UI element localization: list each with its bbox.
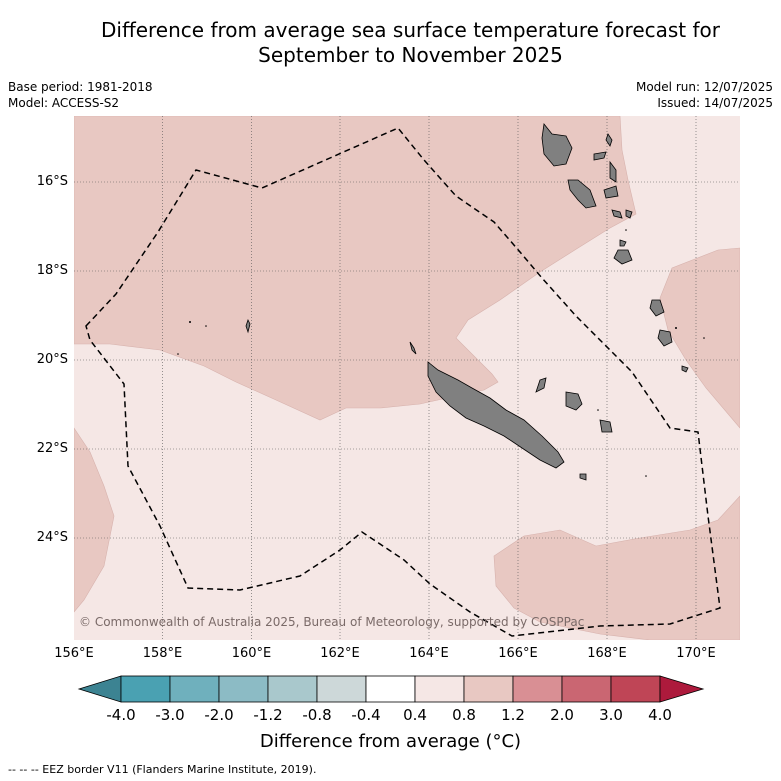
mare-island bbox=[599, 419, 613, 433]
lat-label-20s: 20°S bbox=[36, 352, 68, 367]
copyright-notice: © Commonwealth of Australia 2025, Bureau… bbox=[79, 615, 584, 629]
loyalty-east-island-3 bbox=[681, 365, 689, 373]
colorbar-segment bbox=[463, 675, 514, 703]
colorbar-under-arrow bbox=[77, 675, 122, 703]
vanuatu-island-2 bbox=[593, 151, 607, 161]
colorbar-segment bbox=[610, 675, 661, 703]
gridlines bbox=[74, 116, 740, 640]
anomaly-0-8-to-1-2-region-southwest bbox=[74, 427, 115, 613]
vanuatu-island-3 bbox=[605, 133, 613, 147]
colorbar-tick-label: 0.8 bbox=[452, 706, 476, 724]
colorbar-tick-label: -3.0 bbox=[155, 706, 185, 724]
vanuatu-island-5 bbox=[609, 160, 617, 183]
loyalty-east-island-2 bbox=[657, 329, 673, 347]
colorbar-tick-label: -0.4 bbox=[351, 706, 381, 724]
meta-left: Base period: 1981-2018 Model: ACCESS-S2 bbox=[8, 79, 153, 111]
colorbar-segment bbox=[561, 675, 612, 703]
colorbar-tick-label: 4.0 bbox=[648, 706, 672, 724]
land-masses bbox=[245, 123, 689, 481]
title-line-1: Difference from average sea surface temp… bbox=[100, 18, 720, 42]
colorbar-segment bbox=[316, 675, 367, 703]
lon-label-160e: 160°E bbox=[231, 646, 272, 661]
colorbar-segment bbox=[169, 675, 220, 703]
colorbar-segment bbox=[365, 675, 416, 703]
title-line-2: September to November 2025 bbox=[258, 43, 563, 67]
colorbar-title: Difference from average (°C) bbox=[259, 731, 522, 752]
colorbar-segment bbox=[414, 675, 465, 703]
eez-border bbox=[85, 127, 721, 637]
colorbar-segment bbox=[512, 675, 563, 703]
chart-title: Difference from average sea surface temp… bbox=[0, 18, 781, 68]
eez-footer-note: -- -- -- EEZ border V11 (Flanders Marine… bbox=[8, 763, 317, 776]
model-run: Model run: 12/07/2025 bbox=[635, 80, 773, 94]
ouvea-island bbox=[535, 377, 547, 393]
lat-label-16s: 16°S bbox=[36, 174, 68, 189]
lon-label-164e: 164°E bbox=[409, 646, 449, 661]
anomaly-0-8-to-1-2-region-north bbox=[74, 116, 637, 421]
lat-label-18s: 18°S bbox=[36, 263, 68, 278]
tanna-island bbox=[619, 239, 627, 247]
lon-label-156e: 156°E bbox=[54, 646, 94, 661]
chesterfield-islet bbox=[245, 318, 251, 334]
anomaly-0-8-to-1-2-region-east bbox=[659, 247, 740, 429]
issued-date: Issued: 14/07/2025 bbox=[657, 96, 773, 110]
model-name: Model: ACCESS-S2 bbox=[8, 96, 120, 110]
vanuatu-island-7 bbox=[611, 209, 623, 219]
lon-label-158e: 158°E bbox=[142, 646, 183, 661]
isle-of-pines bbox=[579, 473, 587, 481]
colorbar-segment bbox=[120, 675, 171, 703]
colorbar bbox=[77, 675, 705, 703]
lon-label-168e: 168°E bbox=[587, 646, 627, 661]
colorbar-tick-label: -1.2 bbox=[253, 706, 283, 724]
loyalty-east-island-1 bbox=[649, 299, 665, 317]
lon-label-170e: 170°E bbox=[676, 646, 716, 661]
small-islets bbox=[177, 229, 705, 477]
erromango-island bbox=[613, 249, 633, 265]
lat-label-24s: 24°S bbox=[36, 530, 68, 545]
colorbar-tick-label: 2.0 bbox=[550, 706, 574, 724]
grande-terre-island bbox=[427, 361, 565, 469]
malakula-island bbox=[567, 179, 597, 209]
lon-label-162e: 162°E bbox=[320, 646, 360, 661]
lon-label-166e: 166°E bbox=[498, 646, 538, 661]
colorbar-tick-label: 3.0 bbox=[599, 706, 623, 724]
colorbar-tick-label: 1.2 bbox=[501, 706, 525, 724]
lifou-island bbox=[565, 391, 583, 411]
island-north-tip bbox=[409, 341, 417, 355]
colorbar-tick-label: -2.0 bbox=[204, 706, 234, 724]
espiritu-santo-island bbox=[541, 123, 573, 167]
colorbar-segment bbox=[267, 675, 318, 703]
vanuatu-island-8 bbox=[625, 209, 633, 219]
anomaly-0-8-to-1-2-region-southeast bbox=[493, 495, 740, 640]
base-period: Base period: 1981-2018 bbox=[8, 80, 153, 94]
colorbar-segment bbox=[218, 675, 269, 703]
colorbar-tick-label: 0.4 bbox=[403, 706, 427, 724]
colorbar-tick-label: -0.8 bbox=[302, 706, 332, 724]
efate-island bbox=[603, 185, 619, 199]
lat-label-22s: 22°S bbox=[36, 441, 68, 456]
colorbar-tick-label: -4.0 bbox=[106, 706, 136, 724]
meta-right: Model run: 12/07/2025 Issued: 14/07/2025 bbox=[636, 79, 773, 111]
colorbar-over-arrow bbox=[659, 675, 705, 703]
